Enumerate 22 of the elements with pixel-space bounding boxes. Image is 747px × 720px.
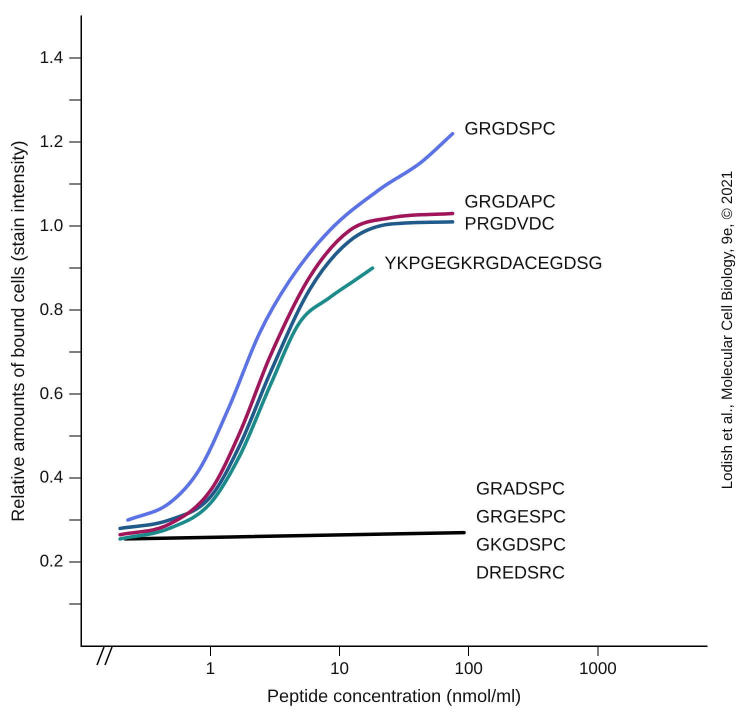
- x-tick-label: 1000: [578, 658, 617, 678]
- y-tick-label: 0.6: [40, 384, 64, 403]
- y-tick-label: 0.2: [40, 552, 64, 571]
- series-label: PRGDVDC: [464, 214, 555, 234]
- y-tick-label: 1.2: [40, 132, 64, 151]
- annotation: GRADSPC: [476, 478, 566, 499]
- x-tick-label: 1: [206, 658, 216, 678]
- annotation: DREDSRC: [476, 562, 566, 583]
- text: Lodish et al., Molecular Cell Biology, 9e, © 2021: [719, 170, 736, 490]
- series-label: GRGDAPC: [464, 192, 556, 212]
- y-axis-title: Relative amounts of bound cells (stain intensity): [8, 140, 28, 522]
- x-axis-title: Peptide concentration (nmol/ml): [267, 686, 522, 706]
- y-tick-label: 0.4: [40, 468, 64, 487]
- x-tick-label: 10: [330, 658, 350, 678]
- annotation: GRGESPC: [476, 506, 566, 527]
- x-tick-label: 100: [454, 658, 483, 678]
- y-tick-label: 1.4: [40, 48, 64, 67]
- annotation: GKGDSPC: [476, 534, 566, 555]
- y-tick-label: 1.0: [40, 216, 64, 235]
- series-label: GRGDSPC: [464, 118, 556, 139]
- y-tick-label: 0.8: [40, 300, 64, 319]
- series-label: YKPGEGKRGDACEGDSG: [384, 253, 603, 274]
